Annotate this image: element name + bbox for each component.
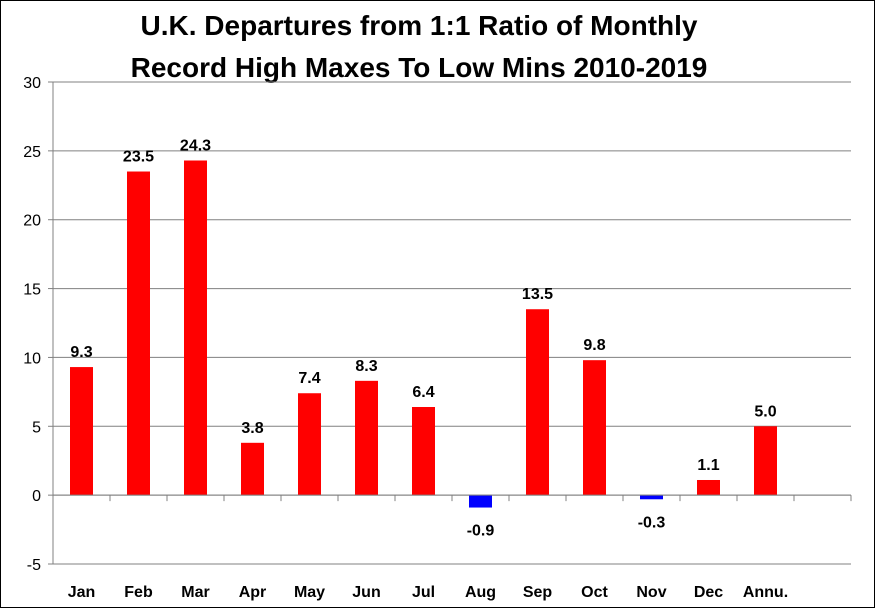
x-tick-label: Jul	[412, 584, 435, 601]
chart-title-line-2: Record High Maxes To Low Mins 2010-2019	[130, 52, 708, 83]
data-label: 6.4	[412, 384, 434, 401]
data-label: 24.3	[180, 137, 211, 154]
data-label: 5.0	[754, 403, 776, 420]
bar	[412, 407, 435, 496]
bar	[469, 495, 492, 508]
y-tick-label: 5	[32, 419, 41, 436]
x-tick-label: Oct	[581, 584, 608, 601]
bar	[526, 309, 549, 496]
bar	[241, 442, 264, 496]
x-tick-label: Aug	[465, 584, 496, 601]
x-tick-label: Apr	[239, 584, 267, 601]
data-label: -0.3	[638, 514, 666, 531]
y-tick-label: 20	[23, 213, 41, 230]
bar	[70, 367, 93, 496]
x-tick-label: Sep	[523, 584, 553, 601]
y-tick-label: 10	[23, 350, 41, 367]
y-tick-label: -5	[27, 557, 41, 574]
x-tick-label: Dec	[694, 584, 723, 601]
y-tick-label: 15	[23, 282, 41, 299]
y-tick-label: 0	[32, 488, 41, 505]
data-label: -0.9	[467, 523, 495, 540]
data-label: 9.8	[583, 337, 605, 354]
bar	[640, 495, 663, 500]
chart-title-line-1: U.K. Departures from 1:1 Ratio of Monthl…	[140, 10, 698, 41]
bar	[298, 393, 321, 496]
data-label: 9.3	[70, 344, 92, 361]
bar	[184, 160, 207, 496]
bar	[697, 479, 720, 496]
x-tick-label: Jan	[68, 584, 96, 601]
data-label: 23.5	[123, 149, 154, 166]
y-tick-label: 25	[23, 144, 41, 161]
data-label: 7.4	[298, 370, 320, 387]
data-label: 3.8	[241, 420, 263, 437]
bar	[127, 171, 150, 496]
data-label: 13.5	[522, 286, 553, 303]
x-tick-label: Nov	[636, 584, 666, 601]
bar	[583, 360, 606, 496]
x-tick-label: May	[294, 584, 325, 601]
x-tick-label: Mar	[181, 584, 209, 601]
bar	[754, 426, 777, 496]
data-label: 8.3	[355, 358, 377, 375]
x-tick-label: Annu.	[743, 584, 788, 601]
data-label: 1.1	[697, 457, 719, 474]
x-tick-label: Jun	[352, 584, 380, 601]
x-tick-label: Feb	[124, 584, 153, 601]
y-tick-label: 30	[23, 75, 41, 92]
bar	[355, 380, 378, 496]
